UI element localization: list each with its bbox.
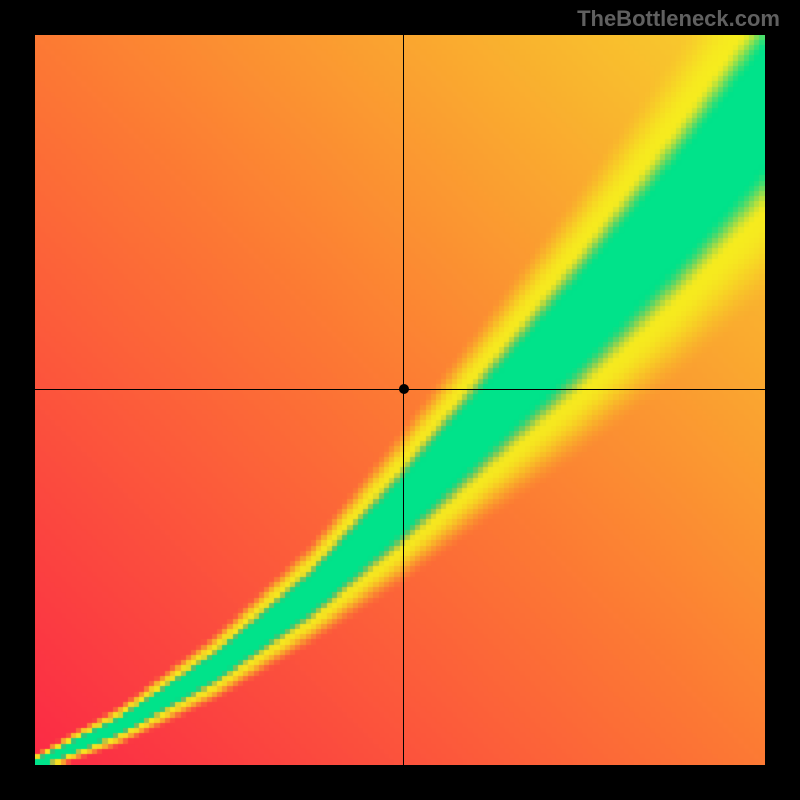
watermark-text: TheBottleneck.com bbox=[577, 6, 780, 32]
chart-container: TheBottleneck.com bbox=[0, 0, 800, 800]
crosshair-vertical bbox=[403, 35, 404, 765]
crosshair-marker bbox=[399, 384, 409, 394]
heatmap-plot bbox=[35, 35, 765, 765]
heatmap-canvas bbox=[35, 35, 765, 765]
